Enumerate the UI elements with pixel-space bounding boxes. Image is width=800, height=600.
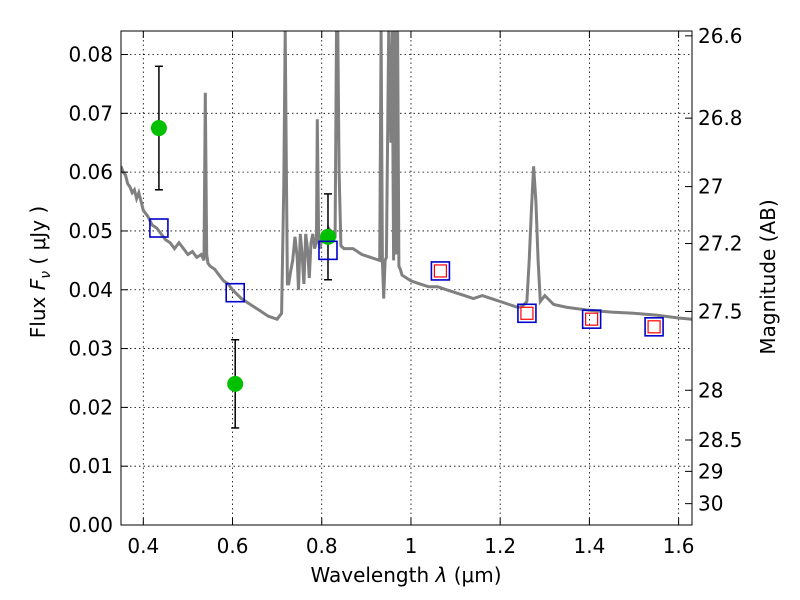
model-square bbox=[517, 303, 537, 324]
y2-tick-label: 26.8 bbox=[698, 106, 743, 130]
spectrum-line bbox=[121, 31, 692, 321]
y-tick-label: 0.02 bbox=[68, 395, 113, 419]
y2-tick-label: 28.5 bbox=[698, 428, 743, 452]
y2-tick-label: 26.6 bbox=[698, 24, 743, 48]
x-axis-ticks: 0.4 0.6 0.8 1 1.2 1.4 1.6 bbox=[127, 31, 695, 558]
spectrum-layer bbox=[121, 31, 692, 321]
x-tick-label: 0.4 bbox=[127, 534, 159, 558]
y2-tick-label: 27 bbox=[698, 175, 723, 199]
y-axis-title: Flux Fν ( μJy ) bbox=[26, 206, 54, 338]
model-square bbox=[149, 218, 169, 238]
y2-tick-label: 27.5 bbox=[698, 299, 743, 323]
y-tick-label: 0.03 bbox=[68, 337, 113, 361]
y-tick-label: 0.04 bbox=[68, 278, 113, 302]
y2-tick-label: 27.2 bbox=[698, 232, 743, 256]
observed-square bbox=[433, 264, 448, 278]
y-tick-label: 0.07 bbox=[68, 101, 113, 125]
x-tick-label: 1.4 bbox=[573, 534, 605, 558]
model-square bbox=[318, 240, 338, 261]
x-tick-label: 1.2 bbox=[484, 534, 516, 558]
y-axis-ticks: 0.00 0.01 0.02 0.03 0.04 0.05 0.06 0.07 0.08 bbox=[68, 43, 128, 537]
x-tick-label: 0.8 bbox=[306, 534, 338, 558]
y2-axis-title: Magnitude (AB) bbox=[756, 199, 780, 354]
grid-lines bbox=[121, 31, 692, 525]
x-tick-label: 1 bbox=[405, 534, 418, 558]
x-axis-title: Wavelength λ (μm) bbox=[310, 563, 501, 587]
observed-point bbox=[227, 375, 244, 392]
y2-tick-label: 29 bbox=[698, 459, 723, 483]
y-tick-label: 0.01 bbox=[68, 454, 113, 478]
x-tick-label: 1.6 bbox=[663, 534, 695, 558]
y2-tick-label: 30 bbox=[698, 492, 723, 516]
model-square bbox=[430, 261, 451, 281]
x-tick-label: 0.6 bbox=[217, 534, 249, 558]
plot-frame bbox=[120, 30, 693, 526]
y-tick-label: 0.00 bbox=[68, 513, 113, 537]
y2-tick-label: 28 bbox=[698, 378, 723, 402]
observed-square bbox=[585, 312, 599, 326]
model-square bbox=[581, 309, 602, 329]
model-square bbox=[225, 282, 245, 303]
y-tick-label: 0.06 bbox=[68, 160, 113, 184]
marker-layer bbox=[149, 65, 664, 429]
observed-point bbox=[150, 120, 167, 137]
model-square bbox=[644, 317, 664, 337]
observed-square bbox=[520, 306, 534, 320]
y2-axis-ticks: 26.6 26.8 27 27.2 27.5 28 28.5 29 30 bbox=[685, 24, 743, 516]
observed-point bbox=[319, 228, 336, 245]
observed-square bbox=[647, 320, 661, 334]
y-tick-label: 0.05 bbox=[68, 219, 113, 243]
y-tick-label: 0.08 bbox=[68, 43, 113, 67]
